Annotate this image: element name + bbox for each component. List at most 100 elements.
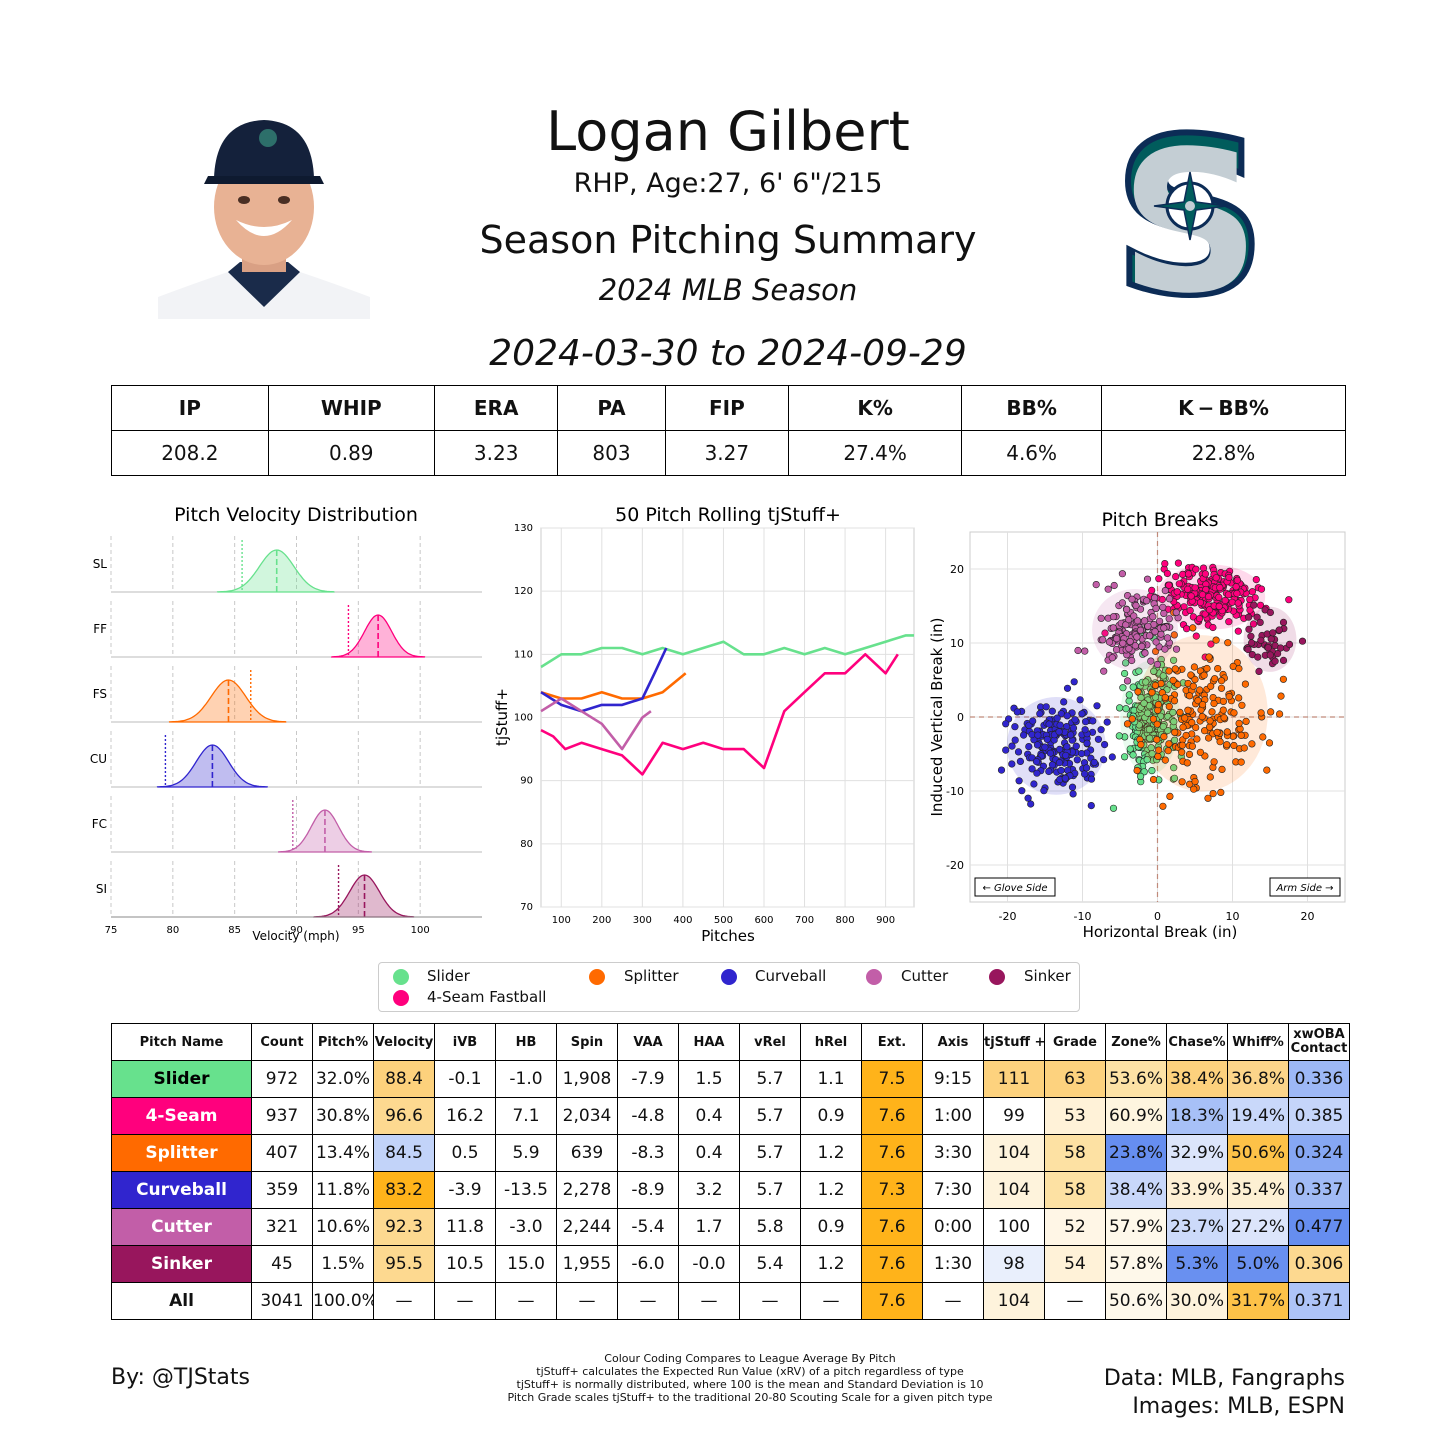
pitch-metric-cell: 3041 <box>251 1282 313 1320</box>
breaks-point-slider <box>1125 697 1133 705</box>
breaks-point-4-seam-fastball <box>1257 585 1266 593</box>
pitch-metric-cell: — <box>739 1282 801 1320</box>
pitch-metric-cell: 58 <box>1044 1171 1106 1209</box>
pitch-metric-cell: 1.7 <box>678 1208 740 1246</box>
breaks-point-cutter <box>1165 595 1174 603</box>
rolling-plot-area: 100 200 300 400 500 600 700 800 900 70 80 90 100 110 1… <box>514 523 915 926</box>
breaks-point-curveball <box>1100 756 1108 764</box>
pitch-metric-cell: 35.4% <box>1227 1171 1289 1209</box>
breaks-point-curveball <box>1025 743 1033 751</box>
pitch-metric-cell: 1.2 <box>800 1171 862 1209</box>
breaks-point-splitter <box>1186 692 1194 700</box>
pitch-table-header-cell: Chase% <box>1166 1023 1228 1061</box>
breaks-point-splitter <box>1188 742 1197 750</box>
table-row: 4-Seam 937 30.8% 96.6 16.2 7.1 2,034 -4.8 0.4 5.7… <box>111 1097 1350 1135</box>
breaks-point-cutter <box>1125 645 1133 653</box>
breaks-point-4-seam-fastball <box>1161 559 1169 568</box>
breaks-point-splitter <box>1237 731 1245 739</box>
breaks-point-4-seam-fastball <box>1196 598 1205 607</box>
rolling-y-tick: 70 <box>520 902 533 913</box>
breaks-point-splitter <box>1137 741 1145 749</box>
pitch-metric-cell: 7.5 <box>861 1060 923 1098</box>
breaks-point-splitter <box>1188 719 1196 727</box>
rolling-stuff-chart: 50 Pitch Rolling tjStuff+ 100 200 300 400 50… <box>493 504 915 945</box>
pitch-metric-cell: 0.5 <box>434 1134 496 1172</box>
breaks-point-cutter <box>1108 654 1116 662</box>
breaks-point-4-seam-fastball <box>1173 588 1181 596</box>
stat-value: 3.27 <box>664 430 790 476</box>
breaks-point-cutter <box>1156 617 1164 625</box>
breaks-point-splitter <box>1206 723 1214 731</box>
breaks-point-cutter <box>1126 637 1134 646</box>
breaks-point-4-seam-fastball <box>1184 570 1193 578</box>
pitch-metric-cell: 83.2 <box>373 1171 435 1209</box>
rolling-line-slider <box>540 634 914 669</box>
breaks-point-curveball <box>1063 712 1071 720</box>
breaks-point-4-seam-fastball <box>1186 606 1194 615</box>
pitch-metric-cell: 99 <box>983 1097 1045 1135</box>
breaks-point-sinker <box>1277 644 1285 652</box>
breaks-point-splitter <box>1219 706 1227 714</box>
pitch-metric-cell: 32.0% <box>312 1060 374 1098</box>
rolling-y-tick: 120 <box>514 586 533 597</box>
breaks-point-cutter <box>1133 633 1141 641</box>
breaks-point-slider <box>1170 764 1178 772</box>
breaks-y-tick: 20 <box>950 563 964 576</box>
player-name: Logan Gilbert <box>546 100 910 163</box>
breaks-point-curveball <box>1029 717 1037 725</box>
breaks-point-curveball <box>1101 741 1109 749</box>
breaks-point-splitter <box>1218 765 1226 774</box>
breaks-point-splitter <box>1166 792 1174 801</box>
pitch-metric-cell: 7.6 <box>861 1282 923 1320</box>
pitch-table-header-cell: Spin <box>556 1023 618 1061</box>
velocity-x-tick: 100 <box>411 925 430 936</box>
breaks-point-splitter <box>1189 682 1197 690</box>
arm-side-label: Arm Side → <box>1275 883 1333 894</box>
pitch-metric-cell: 1.2 <box>800 1245 862 1283</box>
breaks-point-cutter <box>1118 599 1126 607</box>
breaks-point-splitter <box>1179 723 1187 731</box>
pitch-metric-cell: 1:30 <box>922 1245 984 1283</box>
rolling-y-tick: 100 <box>514 713 533 724</box>
pitch-table-header-cell: HAA <box>678 1023 740 1061</box>
breaks-point-cutter <box>1159 603 1167 611</box>
breaks-point-4-seam-fastball <box>1212 574 1220 582</box>
rolling-x-tick: 700 <box>795 915 814 926</box>
pitch-metric-cell: 3:30 <box>922 1134 984 1172</box>
breaks-point-4-seam-fastball <box>1246 606 1254 614</box>
pitch-metric-cell: 52 <box>1044 1208 1106 1246</box>
velocity-density-fs <box>168 679 287 723</box>
breaks-point-cutter <box>1132 601 1140 610</box>
breaks-point-slider <box>1137 694 1145 702</box>
velocity-distribution-chart: Pitch Velocity Distribution SL FF FS CU FC SI… <box>90 504 482 943</box>
breaks-point-cutter <box>1160 609 1168 617</box>
breaks-point-splitter <box>1161 693 1169 702</box>
pitch-metric-cell: — <box>800 1282 862 1320</box>
breaks-point-sinker <box>1298 637 1307 645</box>
footnote-line: Colour Coding Compares to League Average… <box>604 1352 896 1365</box>
breaks-point-cutter <box>1138 642 1146 650</box>
stat-value: 208.2 <box>111 430 269 476</box>
pitch-metric-cell: 84.5 <box>373 1134 435 1172</box>
pitch-metric-cell: 0.371 <box>1288 1282 1350 1320</box>
pitch-metric-cell: 16.2 <box>434 1097 496 1135</box>
pitch-metric-cell: 11.8 <box>434 1208 496 1246</box>
breaks-point-splitter <box>1149 775 1158 784</box>
breaks-point-slider <box>1159 672 1167 680</box>
breaks-point-cutter <box>1157 630 1165 638</box>
rolling-line-cutter <box>540 697 652 751</box>
breaks-point-4-seam-fastball <box>1234 627 1242 635</box>
breaks-point-splitter <box>1206 773 1214 781</box>
rolling-chart-title: 50 Pitch Rolling tjStuff+ <box>615 504 841 526</box>
breaks-point-curveball <box>1082 718 1090 726</box>
pitch-metric-cell: 13.4% <box>312 1134 374 1172</box>
breaks-point-curveball <box>1063 743 1071 751</box>
breaks-point-cutter <box>1150 620 1158 629</box>
breaks-point-curveball <box>1070 678 1078 686</box>
breaks-point-curveball <box>1063 684 1072 692</box>
pitch-metric-cell: 7.6 <box>861 1245 923 1283</box>
breaks-point-4-seam-fastball <box>1215 593 1223 601</box>
breaks-point-4-seam-fastball <box>1233 589 1241 598</box>
pitch-metric-cell: 45 <box>251 1245 313 1283</box>
pitch-metric-cell: 10.6% <box>312 1208 374 1246</box>
